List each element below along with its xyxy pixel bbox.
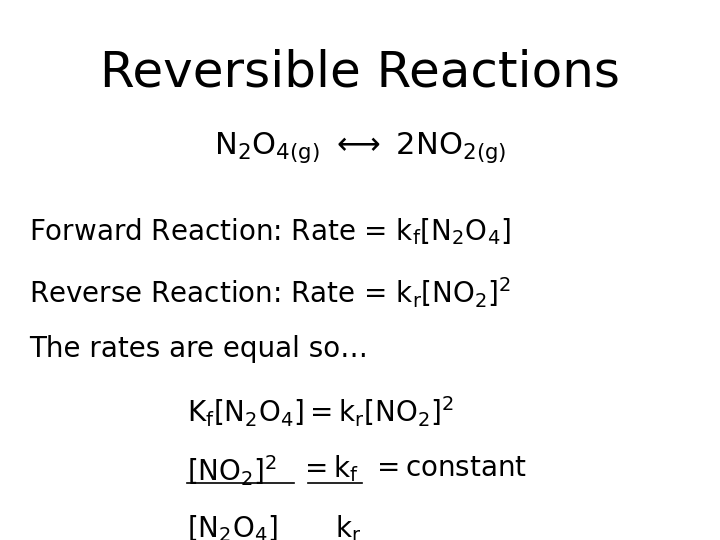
- Text: $\mathrm{K_f[N_2O_4] = k_r[NO_2]^2}$: $\mathrm{K_f[N_2O_4] = k_r[NO_2]^2}$: [187, 394, 454, 429]
- Text: $\mathrm{k_r}$: $\mathrm{k_r}$: [335, 513, 361, 540]
- Text: Forward Reaction: Rate = $\mathrm{k_f[N_2O_4]}$: Forward Reaction: Rate = $\mathrm{k_f[N_…: [29, 216, 510, 247]
- Text: Reverse Reaction: Rate = $\mathrm{k_r[NO_2]^2}$: Reverse Reaction: Rate = $\mathrm{k_r[NO…: [29, 275, 511, 310]
- Text: $\mathrm{[N_2O_4]}$: $\mathrm{[N_2O_4]}$: [187, 513, 278, 540]
- Text: $\mathrm{N_2O_{4(g)}}\ \longleftrightarrow\ \mathrm{2NO_{2(g)}}$: $\mathrm{N_2O_{4(g)}}\ \longleftrightarr…: [214, 130, 506, 165]
- Text: $= \mathrm{k_f}$: $= \mathrm{k_f}$: [299, 454, 359, 484]
- Text: Reversible Reactions: Reversible Reactions: [100, 49, 620, 97]
- Text: The rates are equal so…: The rates are equal so…: [29, 335, 368, 363]
- Text: $\mathrm{[NO_2]^2}$: $\mathrm{[NO_2]^2}$: [187, 454, 277, 488]
- Text: $= \mathrm{constant}$: $= \mathrm{constant}$: [371, 454, 527, 482]
